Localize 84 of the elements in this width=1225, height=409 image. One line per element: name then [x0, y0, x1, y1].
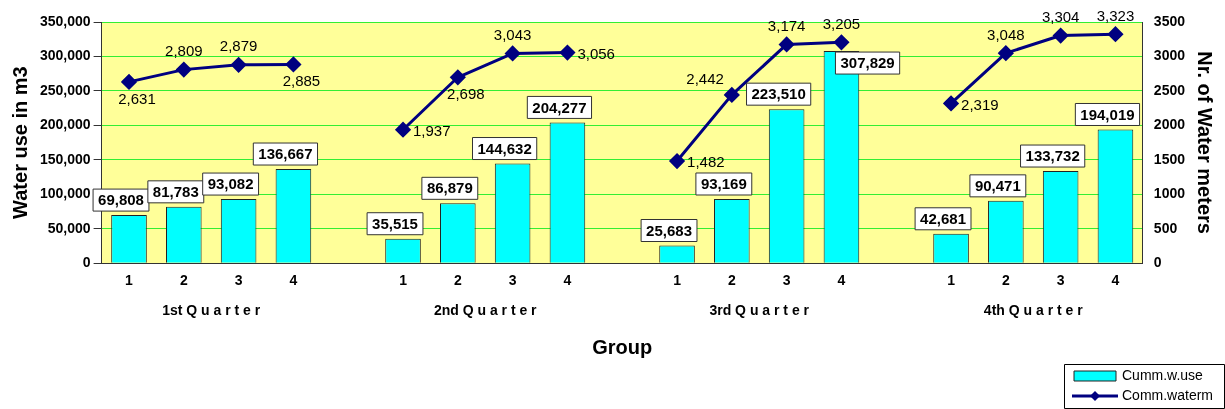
data-label: 69,808 — [98, 191, 144, 209]
point — [833, 34, 849, 50]
y-tick-label: 200,000 — [40, 116, 91, 133]
y-tick-label: 150,000 — [40, 150, 91, 167]
data-label: 204,277 — [532, 98, 587, 116]
y-tick-label: 100,000 — [40, 185, 91, 202]
x-tick-label: 2 — [453, 272, 462, 289]
y-axis-title: Water use in m3 — [8, 66, 31, 219]
y-tick-label: 250,000 — [40, 81, 91, 98]
point — [285, 56, 301, 72]
data-label: 86,879 — [426, 179, 473, 197]
text: 4th Q u a r t e r — [983, 302, 1084, 319]
data-label: 2,442 — [686, 69, 724, 87]
x-tick-label: 1 — [947, 272, 956, 289]
y2-tick-label: 1000 — [1153, 185, 1186, 202]
y2-tick-label: 2500 — [1153, 81, 1186, 98]
x-tick-label: 4 — [1111, 272, 1120, 289]
y2-axis-title: Nr. of Water meters — [1194, 51, 1217, 234]
x-tick-label: 4 — [837, 272, 846, 289]
x-tick-label: 4 — [289, 272, 298, 289]
point — [450, 69, 466, 85]
point — [176, 62, 192, 78]
y2-tick-label: 3000 — [1153, 47, 1186, 64]
point — [998, 45, 1014, 61]
legend-label: Comm.waterm — [1122, 386, 1214, 403]
x-tick-label: 3 — [1056, 272, 1065, 289]
point — [1107, 26, 1123, 42]
data-label: 81,783 — [152, 182, 199, 200]
point — [669, 153, 685, 169]
data-label: 133,732 — [1025, 147, 1080, 165]
x-tick-label: 3 — [782, 272, 791, 289]
data-label: 3,048 — [987, 25, 1025, 43]
x-tick-label: 1 — [673, 272, 682, 289]
data-label: 136,667 — [258, 145, 313, 163]
data-label: 223,510 — [751, 85, 806, 103]
x-tick-label: 4 — [563, 272, 572, 289]
x-tick-label: 2 — [727, 272, 736, 289]
data-label: 42,681 — [920, 209, 966, 227]
data-label: 25,683 — [646, 221, 692, 239]
data-label: 35,515 — [372, 214, 418, 232]
data-label: 307,829 — [840, 54, 895, 72]
point — [779, 36, 795, 52]
data-label: 93,169 — [700, 175, 747, 193]
y-tick-label: 50,000 — [47, 219, 91, 236]
point — [231, 57, 247, 73]
text: 3rd Q u a r t e r — [709, 302, 810, 319]
data-label: 3,304 — [1041, 8, 1080, 26]
text: 1st Q u a r t e r — [162, 302, 261, 319]
data-label: 2,885 — [282, 72, 321, 90]
x-tick-label: 2 — [179, 272, 188, 289]
point — [395, 122, 411, 138]
x-axis-title: Group — [592, 335, 653, 358]
data-label: 90,471 — [974, 176, 1021, 194]
legend-label: Cumm.w.use — [1122, 366, 1204, 383]
point — [121, 74, 137, 90]
point — [1053, 28, 1069, 44]
data-label: 144,632 — [477, 139, 532, 157]
text: 2nd Q u a r t e r — [433, 302, 538, 319]
data-label: 1,937 — [413, 121, 451, 139]
y-tick-label: 0 — [82, 254, 91, 271]
point — [559, 45, 575, 61]
data-label: 2,879 — [219, 37, 258, 55]
x-tick-label: 1 — [125, 272, 134, 289]
y2-tick-label: 500 — [1153, 219, 1178, 236]
point — [505, 45, 521, 61]
data-label: 3,323 — [1096, 6, 1135, 24]
y2-tick-label: 3500 — [1153, 12, 1186, 29]
y2-tick-label: 1500 — [1153, 150, 1186, 167]
x-tick-label: 3 — [234, 272, 243, 289]
data-label: 194,019 — [1080, 105, 1135, 123]
data-label: 2,319 — [961, 95, 999, 113]
x-tick-label: 3 — [508, 272, 517, 289]
point — [724, 87, 740, 103]
point — [943, 95, 959, 111]
x-tick-label: 2 — [1001, 272, 1010, 289]
y-tick-label: 350,000 — [40, 12, 91, 29]
y2-tick-label: 0 — [1153, 254, 1162, 271]
y2-tick-label: 2000 — [1153, 116, 1186, 133]
data-label: 93,082 — [207, 175, 254, 193]
x-tick-label: 1 — [399, 272, 408, 289]
data-label: 2,809 — [165, 42, 203, 60]
data-label: 2,631 — [118, 89, 156, 107]
y-tick-label: 300,000 — [40, 47, 91, 64]
data-label: 3,043 — [493, 26, 532, 44]
